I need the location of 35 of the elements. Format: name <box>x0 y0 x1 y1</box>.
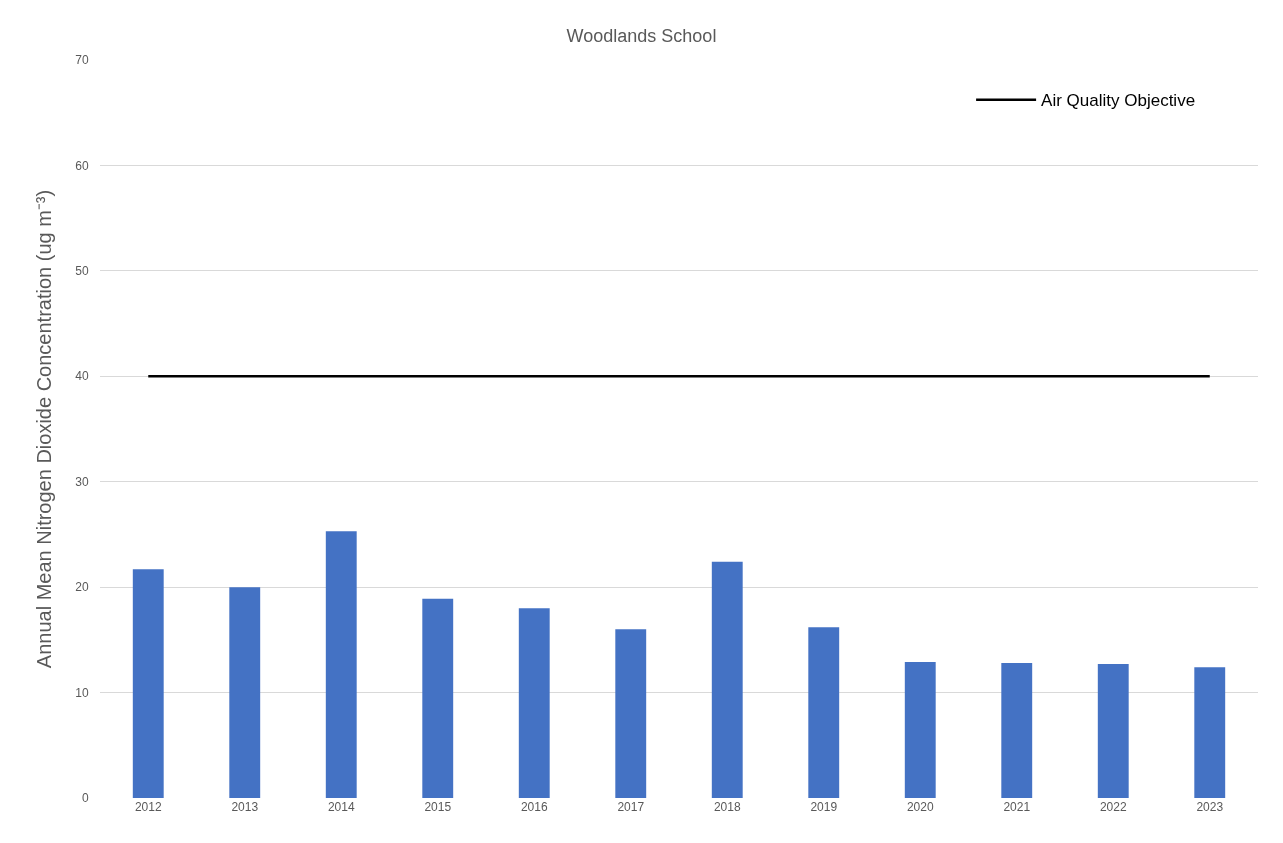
bar <box>711 561 743 798</box>
bar <box>904 662 936 798</box>
bar <box>229 587 261 798</box>
x-tick-label: 2023 <box>1196 800 1224 814</box>
x-tick-label: 2016 <box>520 800 548 814</box>
x-tick-label: 2018 <box>713 800 741 814</box>
y-tick-label: 20 <box>75 580 89 595</box>
x-tick-label: 2021 <box>1003 800 1031 814</box>
chart-title: Woodlands School <box>566 26 717 47</box>
y-axis-title: Annual Mean Nitrogen Dioxide Concentration (ug m⁻³) <box>32 189 55 669</box>
y-tick-label: 30 <box>75 474 89 489</box>
x-tick-label: 2019 <box>810 800 838 814</box>
legend-label: Air Quality Objective <box>1041 91 1196 111</box>
x-tick-label: 2022 <box>1099 800 1127 814</box>
bar <box>422 598 454 798</box>
bar <box>1097 664 1129 798</box>
x-tick-label: 2015 <box>424 800 452 814</box>
y-tick-label: 60 <box>75 158 89 173</box>
y-tick-label: 10 <box>75 685 89 700</box>
y-tick-label: 50 <box>75 264 89 279</box>
x-tick-label: 2012 <box>134 800 162 814</box>
bar <box>325 531 357 798</box>
bar <box>518 608 550 798</box>
y-tick-label: 0 <box>81 791 89 806</box>
x-tick-label: 2017 <box>617 800 645 814</box>
y-tick-label: 40 <box>75 369 89 384</box>
bar <box>132 569 164 798</box>
x-tick-label: 2020 <box>906 800 934 814</box>
x-tick-label: 2013 <box>231 800 259 814</box>
y-tick-label: 70 <box>75 53 89 68</box>
bar <box>1001 663 1033 798</box>
bar <box>808 627 840 798</box>
bar <box>615 629 647 798</box>
x-tick-label: 2014 <box>327 800 355 814</box>
bar <box>1194 667 1226 798</box>
